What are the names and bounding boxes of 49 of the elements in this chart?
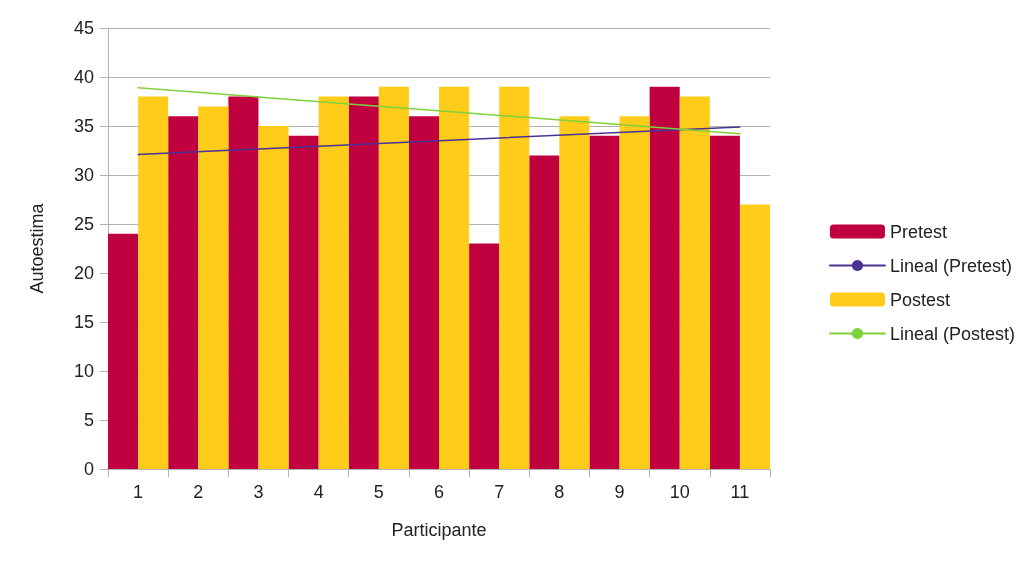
x-tick-label: 7 [494,482,505,502]
x-tick-label: 5 [373,482,384,502]
bar [318,96,349,469]
legend-label: Lineal (Pretest) [889,255,1012,276]
y-tick-label: 25 [73,214,94,234]
y-tick-label: 40 [73,67,94,87]
bar [469,243,500,469]
x-tick-label: 9 [614,482,625,502]
y-tick-label: 30 [73,165,94,185]
x-tick-label: 8 [554,482,565,502]
bar [559,116,590,469]
bar [649,86,680,469]
y-tick-label: 5 [83,410,94,430]
bar [439,86,470,469]
bar [198,106,229,469]
bar [138,96,169,469]
bar [709,135,740,469]
x-tick-label: 11 [730,482,750,502]
x-axis-title: Participante [391,520,487,540]
x-tick-label: 2 [193,482,204,502]
y-tick-label: 10 [73,361,94,381]
y-tick-label: 45 [73,18,94,38]
bar [619,116,650,469]
bar [499,86,530,469]
bar [348,96,379,469]
bar [228,96,259,469]
legend-label: Lineal (Postest) [889,323,1015,344]
bar [288,135,319,469]
bar [378,86,409,469]
bar [589,135,620,469]
y-tick-label: 35 [73,116,94,136]
x-tick-label: 4 [313,482,324,502]
bar [739,204,770,469]
y-tick-label: 0 [83,459,94,479]
x-tick-label: 6 [433,482,445,502]
bar [529,155,560,469]
x-tick-label: 10 [669,482,690,502]
y-tick-label: 20 [73,263,94,283]
legend-label: Postest [889,289,950,310]
bar [408,116,439,469]
bar [258,126,289,469]
legend-label: Pretest [889,221,947,242]
x-tick-label: 1 [133,482,144,502]
y-axis-title: Autoestima [27,202,47,294]
bar [108,233,139,469]
x-tick-label: 3 [253,482,264,502]
bar [168,116,199,469]
y-tick-label: 15 [73,312,94,332]
bar [679,96,710,469]
